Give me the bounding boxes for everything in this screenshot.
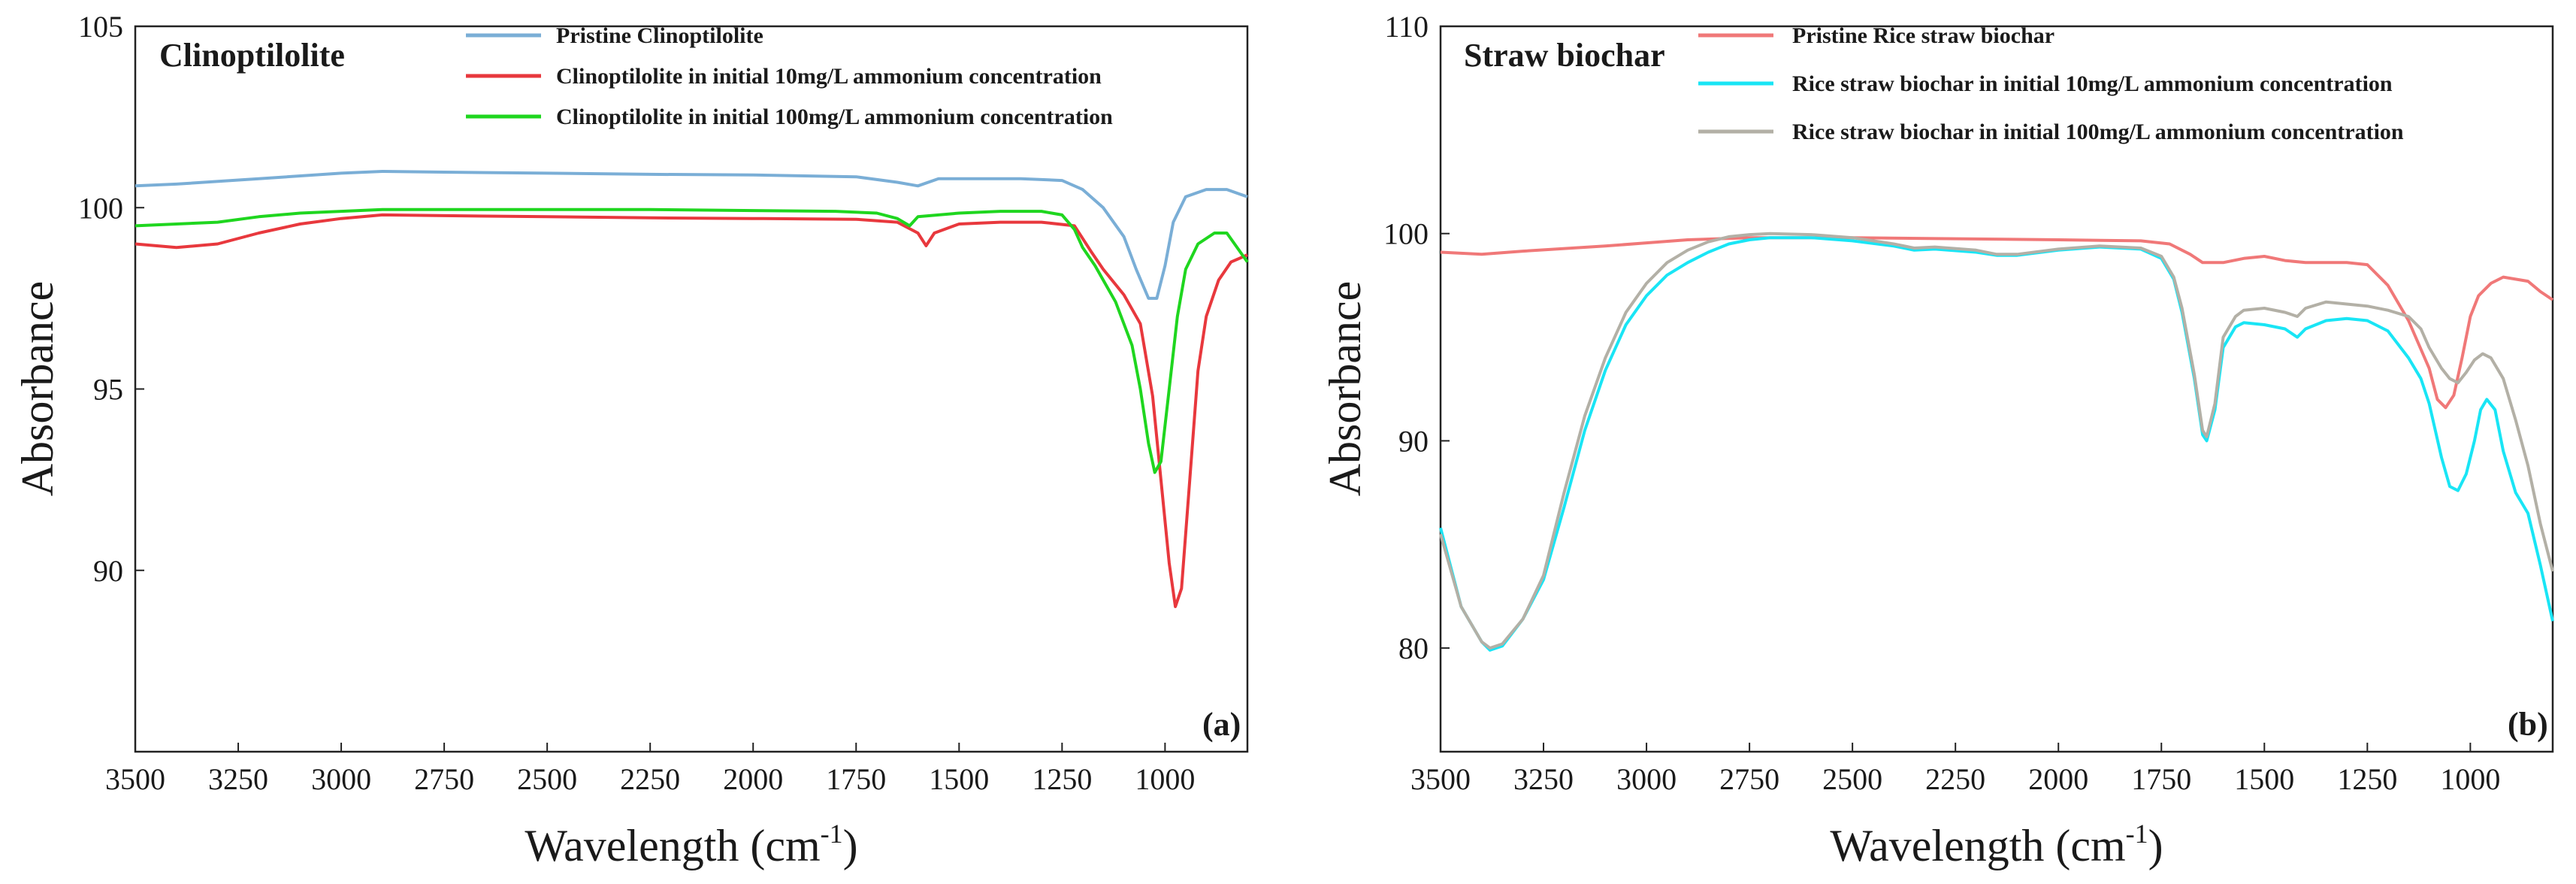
y-tick-label: 80 — [1398, 631, 1429, 665]
chart-panel-clinoptilolite: 3500 3250 3000 2750 2500 2250 2000 1750 1500 1250… — [13, 10, 1249, 870]
series-line-3 — [1439, 232, 2554, 650]
x-tick-label: 1000 — [1135, 762, 1195, 796]
legend-entry: Clinoptilolite in initial 100mg/L ammoni… — [556, 104, 1113, 129]
plot-frame — [134, 25, 1249, 753]
series-line-1 — [135, 170, 1248, 300]
y-axis: 90 95 100 105 — [78, 10, 144, 588]
legend-entry: Pristine Clinoptilolite — [556, 23, 763, 48]
x-tick-label: 3500 — [1410, 762, 1471, 796]
y-tick-label: 110 — [1384, 10, 1429, 44]
x-tick-label: 1500 — [929, 762, 989, 796]
chart-panel-straw-biochar: 3500 3250 3000 2750 2500 2250 2000 1750 1500 1250… — [1320, 10, 2554, 870]
x-tick-label: 1750 — [2131, 762, 2191, 796]
x-tick-label: 2750 — [1719, 762, 1779, 796]
x-tick-label: 2750 — [414, 762, 474, 796]
y-tick-label: 90 — [1398, 424, 1429, 458]
x-axis-title-sup: -1 — [821, 819, 843, 849]
y-tick-label: 100 — [1383, 217, 1429, 251]
y-tick-label: 95 — [93, 373, 123, 407]
x-axis-title-text: Wavelength (cm — [1830, 821, 2125, 870]
legend: Pristine Clinoptilolite Clinoptilolite in… — [466, 23, 1113, 129]
x-axis: 3500 3250 3000 2750 2500 2250 2000 1750 1500 1250… — [1410, 743, 2500, 796]
x-tick-label: 1250 — [2337, 762, 2397, 796]
x-tick-label: 3250 — [1513, 762, 1574, 796]
x-tick-label: 1250 — [1032, 762, 1092, 796]
panel-title: Straw biochar — [1464, 37, 1665, 74]
x-tick-label: 2000 — [723, 762, 783, 796]
x-tick-label: 1500 — [2234, 762, 2294, 796]
legend-entry: Pristine Rice straw biochar — [1792, 23, 2054, 48]
x-tick-label: 3000 — [1616, 762, 1677, 796]
x-axis-title-text: Wavelength (cm — [525, 821, 820, 870]
x-tick-label: 2250 — [620, 762, 680, 796]
x-tick-label: 2250 — [1925, 762, 1985, 796]
x-tick-label: 3250 — [208, 762, 268, 796]
x-tick-label: 2500 — [1822, 762, 1882, 796]
y-tick-label: 100 — [78, 191, 123, 225]
x-tick-label: 2000 — [2028, 762, 2088, 796]
series-line-2 — [1439, 236, 2554, 652]
x-axis-title-close: ) — [2148, 821, 2163, 870]
series-group — [1439, 232, 2554, 652]
legend-entry: Rice straw biochar in initial 100mg/L am… — [1792, 120, 2404, 144]
legend: Pristine Rice straw biochar Rice straw bi… — [1698, 23, 2404, 144]
legend-entry: Rice straw biochar in initial 10mg/L amm… — [1792, 71, 2393, 96]
y-axis-title: Absorbance — [1320, 281, 1370, 497]
x-tick-label: 2500 — [517, 762, 577, 796]
x-tick-label: 3500 — [105, 762, 165, 796]
panel-label: (a) — [1202, 706, 1241, 743]
series-line-1 — [1440, 236, 2554, 410]
legend-entry: Clinoptilolite in initial 10mg/L ammoniu… — [556, 64, 1102, 89]
y-axis: 80 90 100 110 — [1383, 10, 1450, 665]
y-tick-label: 105 — [78, 10, 123, 44]
panel-label: (b) — [2508, 706, 2548, 743]
series-group — [135, 170, 1249, 608]
x-axis-title-sup: -1 — [2126, 819, 2148, 849]
x-axis-title-close: ) — [843, 821, 858, 870]
x-axis-title: Wavelength (cm-1) — [525, 819, 857, 870]
x-tick-label: 3000 — [311, 762, 371, 796]
plot-frame — [1439, 25, 2554, 753]
y-axis-title: Absorbance — [13, 281, 62, 497]
x-tick-label: 1000 — [2440, 762, 2500, 796]
panel-title: Clinoptilolite — [159, 37, 345, 74]
x-axis-title: Wavelength (cm-1) — [1830, 819, 2163, 870]
x-tick-label: 1750 — [826, 762, 886, 796]
x-axis: 3500 3250 3000 2750 2500 2250 2000 1750 1500 1250… — [105, 743, 1195, 796]
series-line-3 — [135, 207, 1249, 474]
series-line-2 — [135, 213, 1248, 608]
y-tick-label: 90 — [93, 554, 123, 588]
